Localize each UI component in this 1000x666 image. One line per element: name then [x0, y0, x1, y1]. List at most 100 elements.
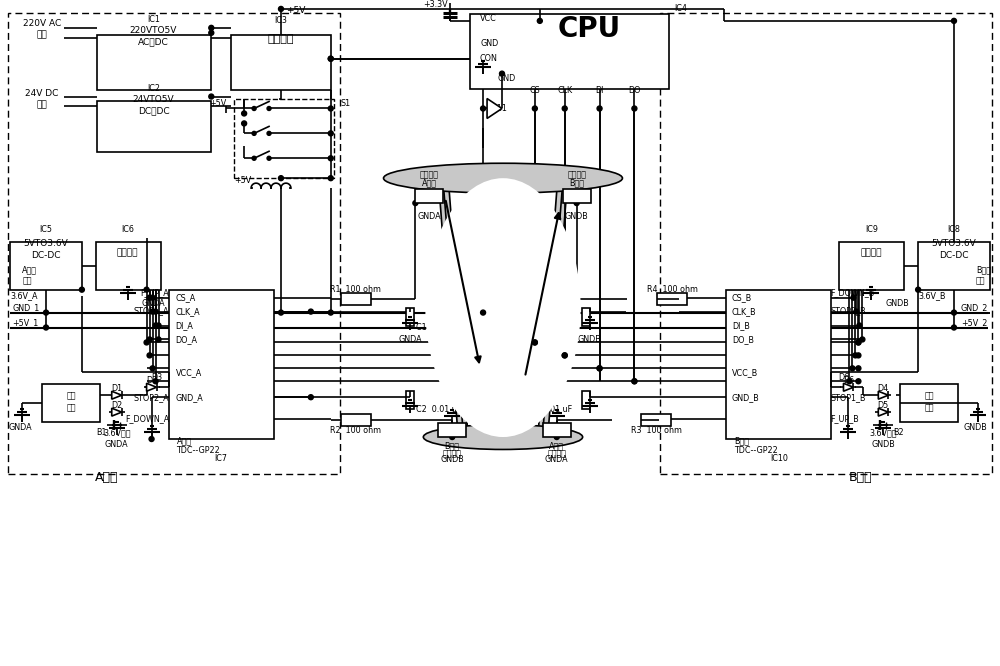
Text: 3.6V电池: 3.6V电池	[870, 428, 897, 438]
Text: F_DOWN_A: F_DOWN_A	[125, 415, 169, 424]
Text: D1: D1	[111, 384, 122, 393]
Circle shape	[597, 366, 602, 371]
Text: CLK: CLK	[557, 86, 572, 95]
Circle shape	[328, 56, 333, 61]
Circle shape	[242, 111, 247, 116]
Circle shape	[856, 366, 861, 371]
Text: DI_B: DI_B	[732, 321, 750, 330]
Text: GNDB: GNDB	[885, 299, 909, 308]
Text: IC5: IC5	[40, 226, 53, 234]
Circle shape	[252, 131, 256, 135]
Text: B声道: B声道	[976, 265, 991, 274]
Text: S1: S1	[341, 99, 351, 108]
Text: 光电隔离: 光电隔离	[117, 248, 138, 257]
Text: R2  100 ohm: R2 100 ohm	[330, 426, 381, 434]
Text: CPU: CPU	[558, 15, 621, 43]
Text: +5V: +5V	[234, 176, 251, 184]
Bar	[582, 391, 590, 409]
Text: 输入: 输入	[37, 31, 47, 39]
Circle shape	[532, 340, 537, 345]
Bar	[470, 14, 669, 89]
Circle shape	[267, 131, 271, 135]
Circle shape	[632, 106, 637, 111]
Text: D4: D4	[878, 384, 889, 393]
Text: 充电: 充电	[66, 392, 76, 401]
Text: 回路: 回路	[66, 404, 76, 413]
Circle shape	[632, 379, 637, 384]
Bar	[582, 308, 590, 326]
Circle shape	[153, 309, 158, 314]
Bar	[341, 292, 371, 304]
Text: IC11: IC11	[489, 104, 507, 113]
Text: CON: CON	[479, 54, 497, 63]
Text: IC2: IC2	[147, 84, 160, 93]
Text: DO: DO	[628, 86, 641, 95]
Text: IC4: IC4	[674, 5, 687, 13]
Text: +5V: +5V	[286, 7, 306, 15]
Text: DI_A: DI_A	[175, 321, 193, 330]
Circle shape	[44, 325, 49, 330]
Text: VCC_A: VCC_A	[175, 368, 202, 377]
Circle shape	[554, 434, 559, 440]
Circle shape	[500, 71, 504, 76]
Circle shape	[278, 176, 283, 180]
Circle shape	[150, 366, 155, 371]
Circle shape	[481, 106, 486, 111]
Text: C3  0.01 uF: C3 0.01 uF	[527, 405, 572, 414]
Circle shape	[209, 25, 214, 31]
Text: B声道: B声道	[569, 178, 584, 188]
Text: A声道: A声道	[22, 265, 37, 274]
Circle shape	[147, 337, 152, 342]
Text: STOP2_A: STOP2_A	[134, 393, 169, 402]
Bar	[97, 101, 211, 153]
Text: DC-DC: DC-DC	[31, 251, 61, 260]
Circle shape	[149, 436, 154, 442]
Text: GNDB: GNDB	[440, 456, 464, 464]
Circle shape	[328, 131, 333, 136]
Circle shape	[150, 309, 155, 314]
Text: B声道: B声道	[734, 436, 749, 446]
Text: 220VTO5V: 220VTO5V	[130, 27, 177, 35]
Circle shape	[209, 94, 214, 99]
Text: F_UP_A: F_UP_A	[141, 288, 169, 297]
Circle shape	[597, 366, 602, 371]
Circle shape	[153, 323, 158, 328]
Circle shape	[951, 19, 956, 23]
Text: STOP2_B: STOP2_B	[831, 306, 866, 315]
Text: A声道: A声道	[95, 471, 119, 484]
Text: GND: GND	[497, 74, 515, 83]
Text: DC-DC: DC-DC	[939, 251, 969, 260]
Bar	[231, 35, 331, 89]
Circle shape	[150, 295, 155, 300]
Text: B声道: B声道	[445, 441, 460, 450]
Text: CLK_B: CLK_B	[732, 307, 757, 316]
Circle shape	[153, 379, 158, 384]
Text: DO_A: DO_A	[175, 335, 197, 344]
Polygon shape	[487, 99, 502, 119]
Text: D5: D5	[878, 401, 889, 410]
Circle shape	[308, 395, 313, 400]
Text: GND_B: GND_B	[732, 393, 760, 402]
Polygon shape	[438, 178, 468, 437]
Text: A声道: A声道	[176, 436, 191, 446]
Text: GND_2: GND_2	[960, 303, 988, 312]
Text: IC9: IC9	[865, 226, 878, 234]
Text: B声道: B声道	[849, 471, 872, 484]
Circle shape	[252, 157, 256, 161]
Text: GNDA: GNDA	[418, 212, 441, 220]
Text: 下游探头: 下游探头	[547, 449, 566, 458]
Bar	[641, 414, 671, 426]
Text: GNDA: GNDA	[399, 335, 422, 344]
Text: 电源: 电源	[22, 276, 32, 285]
Circle shape	[481, 310, 486, 315]
Text: 24VTO5V: 24VTO5V	[133, 95, 174, 104]
Text: IC10: IC10	[770, 454, 788, 464]
Text: C1  0.01 uF: C1 0.01 uF	[416, 323, 461, 332]
Circle shape	[951, 310, 956, 315]
Bar	[406, 308, 414, 326]
Bar	[726, 290, 831, 439]
Circle shape	[44, 310, 49, 315]
Text: F_UP_B: F_UP_B	[831, 415, 859, 424]
Polygon shape	[112, 391, 122, 399]
Circle shape	[144, 340, 149, 345]
